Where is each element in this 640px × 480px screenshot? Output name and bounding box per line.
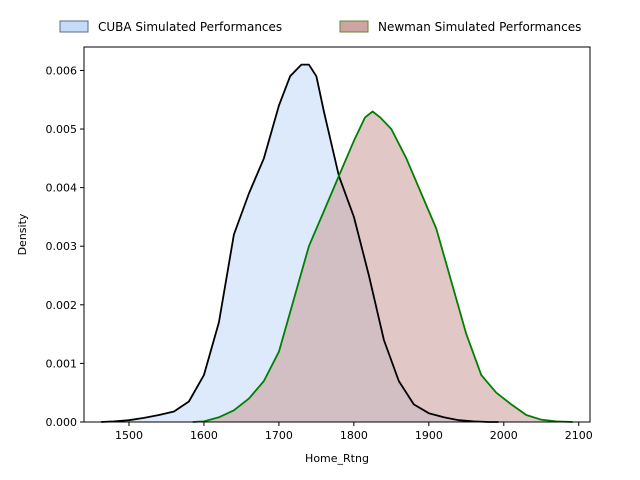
y-tick-label: 0.001 — [46, 357, 78, 370]
y-axis-ticks: 0.000 0.001 0.002 0.003 0.004 0.005 0.006 — [46, 64, 84, 429]
density-lines — [101, 63, 573, 423]
x-tick-label: 1800 — [340, 429, 368, 442]
density-areas — [101, 64, 573, 422]
y-tick-label: 0.000 — [46, 416, 78, 429]
x-tick-label: 1700 — [265, 429, 293, 442]
y-tick-label: 0.004 — [46, 182, 78, 195]
x-tick-label: 1600 — [190, 429, 218, 442]
legend-label-0: CUBA Simulated Performances — [98, 20, 282, 34]
plot-frame — [83, 46, 591, 423]
y-axis-label: Density — [16, 213, 29, 255]
density-area-1 — [192, 111, 573, 422]
y-tick-label: 0.003 — [46, 240, 78, 253]
y-tick-label: 0.005 — [46, 123, 78, 136]
x-axis-ticks: 1500 1600 1700 1800 1900 2000 2100 — [115, 422, 593, 442]
legend: CUBA Simulated Performances Newman Simula… — [59, 20, 581, 34]
y-tick-label: 0.006 — [46, 64, 78, 77]
y-tick-label: 0.002 — [46, 299, 78, 312]
x-tick-label: 2000 — [490, 429, 518, 442]
x-tick-label: 1500 — [115, 429, 143, 442]
density-line-1 — [192, 110, 573, 423]
x-axis-label: Home_Rtng — [305, 452, 369, 465]
legend-swatch-1 — [339, 20, 369, 33]
x-tick-label: 2100 — [565, 429, 593, 442]
density-line-0 — [101, 63, 499, 423]
legend-label-1: Newman Simulated Performances — [378, 20, 581, 34]
density-area-0 — [101, 64, 499, 422]
legend-swatch-0 — [59, 20, 89, 33]
x-tick-label: 1900 — [415, 429, 443, 442]
